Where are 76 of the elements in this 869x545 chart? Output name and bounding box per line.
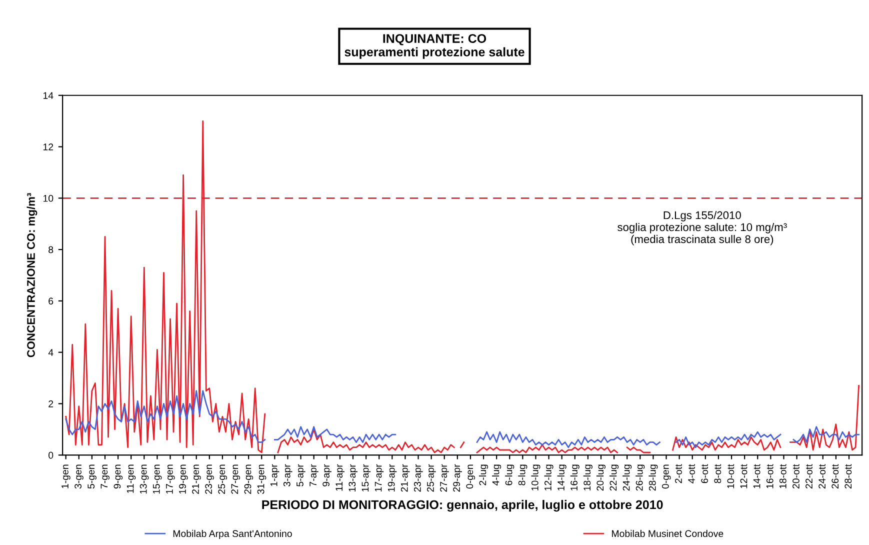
- legend-label: Mobilab Musinet Condove: [612, 530, 724, 538]
- x-tick-label: 0-gen: [662, 464, 671, 489]
- x-tick-label: 31-gen: [257, 464, 266, 494]
- x-tick-label: 25-gen: [218, 464, 227, 494]
- x-tick-label: 20-lug: [596, 464, 606, 491]
- y-tick-label: 10: [43, 194, 54, 202]
- x-tick-label: 2-lug: [478, 464, 488, 486]
- x-tick-label: 29-apr: [453, 464, 462, 492]
- x-tick-label: 16-lug: [570, 464, 580, 490]
- x-tick-label: 12-lug: [544, 464, 554, 490]
- legend-label: Mobilab Arpa Sant'Antonino: [173, 530, 292, 539]
- x-tick-label: 19-apr: [388, 464, 397, 492]
- x-tick-label: 3-apr: [283, 464, 292, 486]
- x-tick-label: 22-ott: [806, 464, 812, 488]
- y-tick-label: 2: [48, 400, 54, 408]
- x-tick-label: 26-ott: [832, 464, 839, 488]
- x-tick-label: 27-apr: [440, 464, 449, 492]
- x-tick-label: 28-lug: [648, 464, 658, 491]
- x-tick-label: 10-lug: [531, 464, 540, 490]
- y-axis-title: CONCENTRAZIONE CO: mg/m³: [26, 193, 38, 358]
- chart-title: INQUINANTE: CO: [383, 34, 486, 46]
- x-tick-label: 7-apr: [310, 464, 318, 486]
- x-tick-label: 17-apr: [374, 464, 384, 492]
- x-tick-label: 13-gen: [140, 464, 149, 494]
- x-tick-label: 5-apr: [296, 464, 306, 486]
- x-tick-label: 24-ott: [818, 464, 826, 488]
- x-tick-label: 18-ott: [779, 464, 786, 488]
- x-tick-label: 18-lug: [583, 464, 592, 490]
- x-tick-label: 23-gen: [205, 464, 214, 494]
- x-tick-label: 23-apr: [414, 464, 423, 492]
- y-tick-label: 12: [43, 143, 54, 150]
- x-tick-label: 12-ott: [740, 464, 748, 488]
- x-tick-label: 20-ott: [792, 464, 800, 488]
- ref-line-label: D.Lgs 155/2010 soglia protezione salute: 10 mg/m³ (media trascinata sulle 8 ore): [618, 210, 787, 246]
- x-tick-label: 0-gen: [466, 464, 475, 489]
- x-tick-label: 11-apr: [336, 464, 344, 491]
- x-tick-label: 21-apr: [400, 464, 410, 492]
- x-tick-label: 15-gen: [153, 464, 162, 494]
- x-tick-label: 2-ott: [675, 464, 682, 484]
- x-tick-label: 11-gen: [126, 464, 136, 493]
- x-tick-label: 16-ott: [766, 464, 774, 488]
- x-tick-label: 5-gen: [88, 464, 96, 489]
- x-tick-label: 8-ott: [714, 464, 722, 484]
- x-tick-label: 29-gen: [244, 464, 254, 494]
- x-tick-label: 13-apr: [348, 464, 358, 492]
- x-tick-label: 4-lug: [492, 464, 502, 486]
- x-tick-label: 15-apr: [362, 464, 371, 492]
- x-tick-label: 22-lug: [610, 464, 619, 491]
- x-tick-label: 7-gen: [100, 464, 110, 488]
- x-tick-label: 6-ott: [701, 464, 708, 484]
- x-tick-label: 17-gen: [166, 464, 175, 494]
- x-tick-label: 8-lug: [518, 464, 528, 486]
- x-tick-label: 27-gen: [231, 464, 240, 494]
- y-tick-label: 6: [48, 298, 54, 305]
- y-tick-label: 14: [43, 92, 54, 99]
- x-tick-label: 1-apr: [270, 464, 280, 486]
- x-tick-label: 4-ott: [688, 464, 695, 484]
- x-tick-label: 26-lug: [636, 464, 645, 491]
- x-tick-label: 19-gen: [179, 464, 188, 494]
- y-tick-label: 4: [48, 349, 54, 356]
- x-tick-label: 14-ott: [753, 464, 760, 488]
- x-axis-title: PERIODO DI MONITORAGGIO: gennaio, aprile, luglio e ottobre 2010: [262, 500, 663, 512]
- x-tick-label: 21-gen: [192, 464, 201, 494]
- x-tick-label: 24-lug: [622, 464, 632, 491]
- x-tick-label: 1-gen: [62, 464, 70, 488]
- y-tick-label: 8: [48, 246, 54, 254]
- x-tick-label: 3-gen: [74, 464, 84, 489]
- x-tick-label: 25-apr: [427, 464, 436, 492]
- y-tick-label: 0: [48, 452, 54, 459]
- x-tick-label: 9-gen: [114, 464, 123, 489]
- x-tick-label: 6-lug: [505, 464, 514, 486]
- chart-subtitle: superamenti protezione salute: [344, 47, 524, 59]
- x-tick-label: 9-apr: [322, 464, 332, 486]
- x-tick-label: 28-ott: [844, 464, 852, 488]
- x-tick-label: 14-lug: [557, 464, 566, 490]
- x-tick-label: 10-ott: [727, 464, 734, 488]
